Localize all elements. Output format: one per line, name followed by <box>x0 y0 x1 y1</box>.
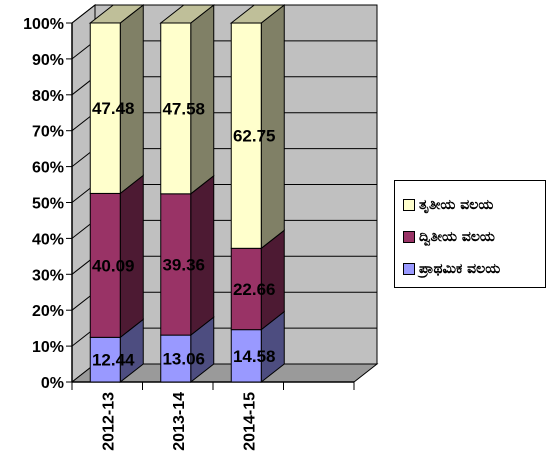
bar-segment <box>230 22 262 249</box>
data-label: 13.06 <box>162 350 205 369</box>
y-tick-label: 100% <box>23 16 64 33</box>
bar-segment <box>160 193 192 336</box>
bar-stack-2014-15 <box>229 4 286 384</box>
bar-segment <box>230 247 262 331</box>
y-tick-label: 30% <box>32 267 64 284</box>
y-tick-label: 50% <box>32 196 64 213</box>
y-tick-label: 10% <box>32 339 64 356</box>
y-tick-label: 20% <box>32 303 64 320</box>
legend-item: ದ್ವಿತೀಯ ವಲಯ <box>403 221 539 253</box>
bar-segment <box>89 22 121 194</box>
bar-stack-2013-14 <box>159 3 216 384</box>
category-label: 2014-15 <box>241 392 258 451</box>
bar-stack-2012-13 <box>88 3 145 384</box>
data-label: 12.44 <box>92 351 135 370</box>
y-tick-label: 60% <box>32 160 64 177</box>
data-label: 39.36 <box>162 255 205 274</box>
bar-segment <box>89 336 121 383</box>
legend-label: ಪ್ರಾಥಮಿಕ ವಲಯ <box>419 261 501 277</box>
category-label: 2012-13 <box>100 392 117 451</box>
y-tick-label: 0% <box>41 375 64 392</box>
bar-segment <box>89 192 121 338</box>
y-tick-label: 80% <box>32 88 64 105</box>
data-label: 22.66 <box>233 280 276 299</box>
data-label: 14.58 <box>233 347 276 366</box>
data-label: 62.75 <box>233 127 276 146</box>
legend-swatch <box>403 231 415 243</box>
legend-label: ದ್ವಿತೀಯ ವಲಯ <box>419 229 495 245</box>
chart-legend: ತೃತೀಯ ವಲಯ ದ್ವಿತೀಯ ವಲಯ ಪ್ರಾಥಮಿಕ ವಲಯ <box>394 180 546 288</box>
legend-item: ಪ್ರಾಥಮಿಕ ವಲಯ <box>403 253 539 285</box>
data-label: 40.09 <box>92 256 135 275</box>
bar-segment <box>160 22 192 195</box>
category-label: 2013-14 <box>171 392 188 451</box>
legend-swatch <box>403 199 415 211</box>
legend-swatch <box>403 263 415 275</box>
legend-label: ತೃತೀಯ ವಲಯ <box>419 197 494 213</box>
y-tick-label: 70% <box>32 124 64 141</box>
y-tick-label: 90% <box>32 52 64 69</box>
y-tick-label: 40% <box>32 231 64 248</box>
legend-item: ತೃತೀಯ ವಲಯ <box>403 189 539 221</box>
data-label: 47.58 <box>162 99 205 118</box>
data-label: 47.48 <box>92 99 135 118</box>
